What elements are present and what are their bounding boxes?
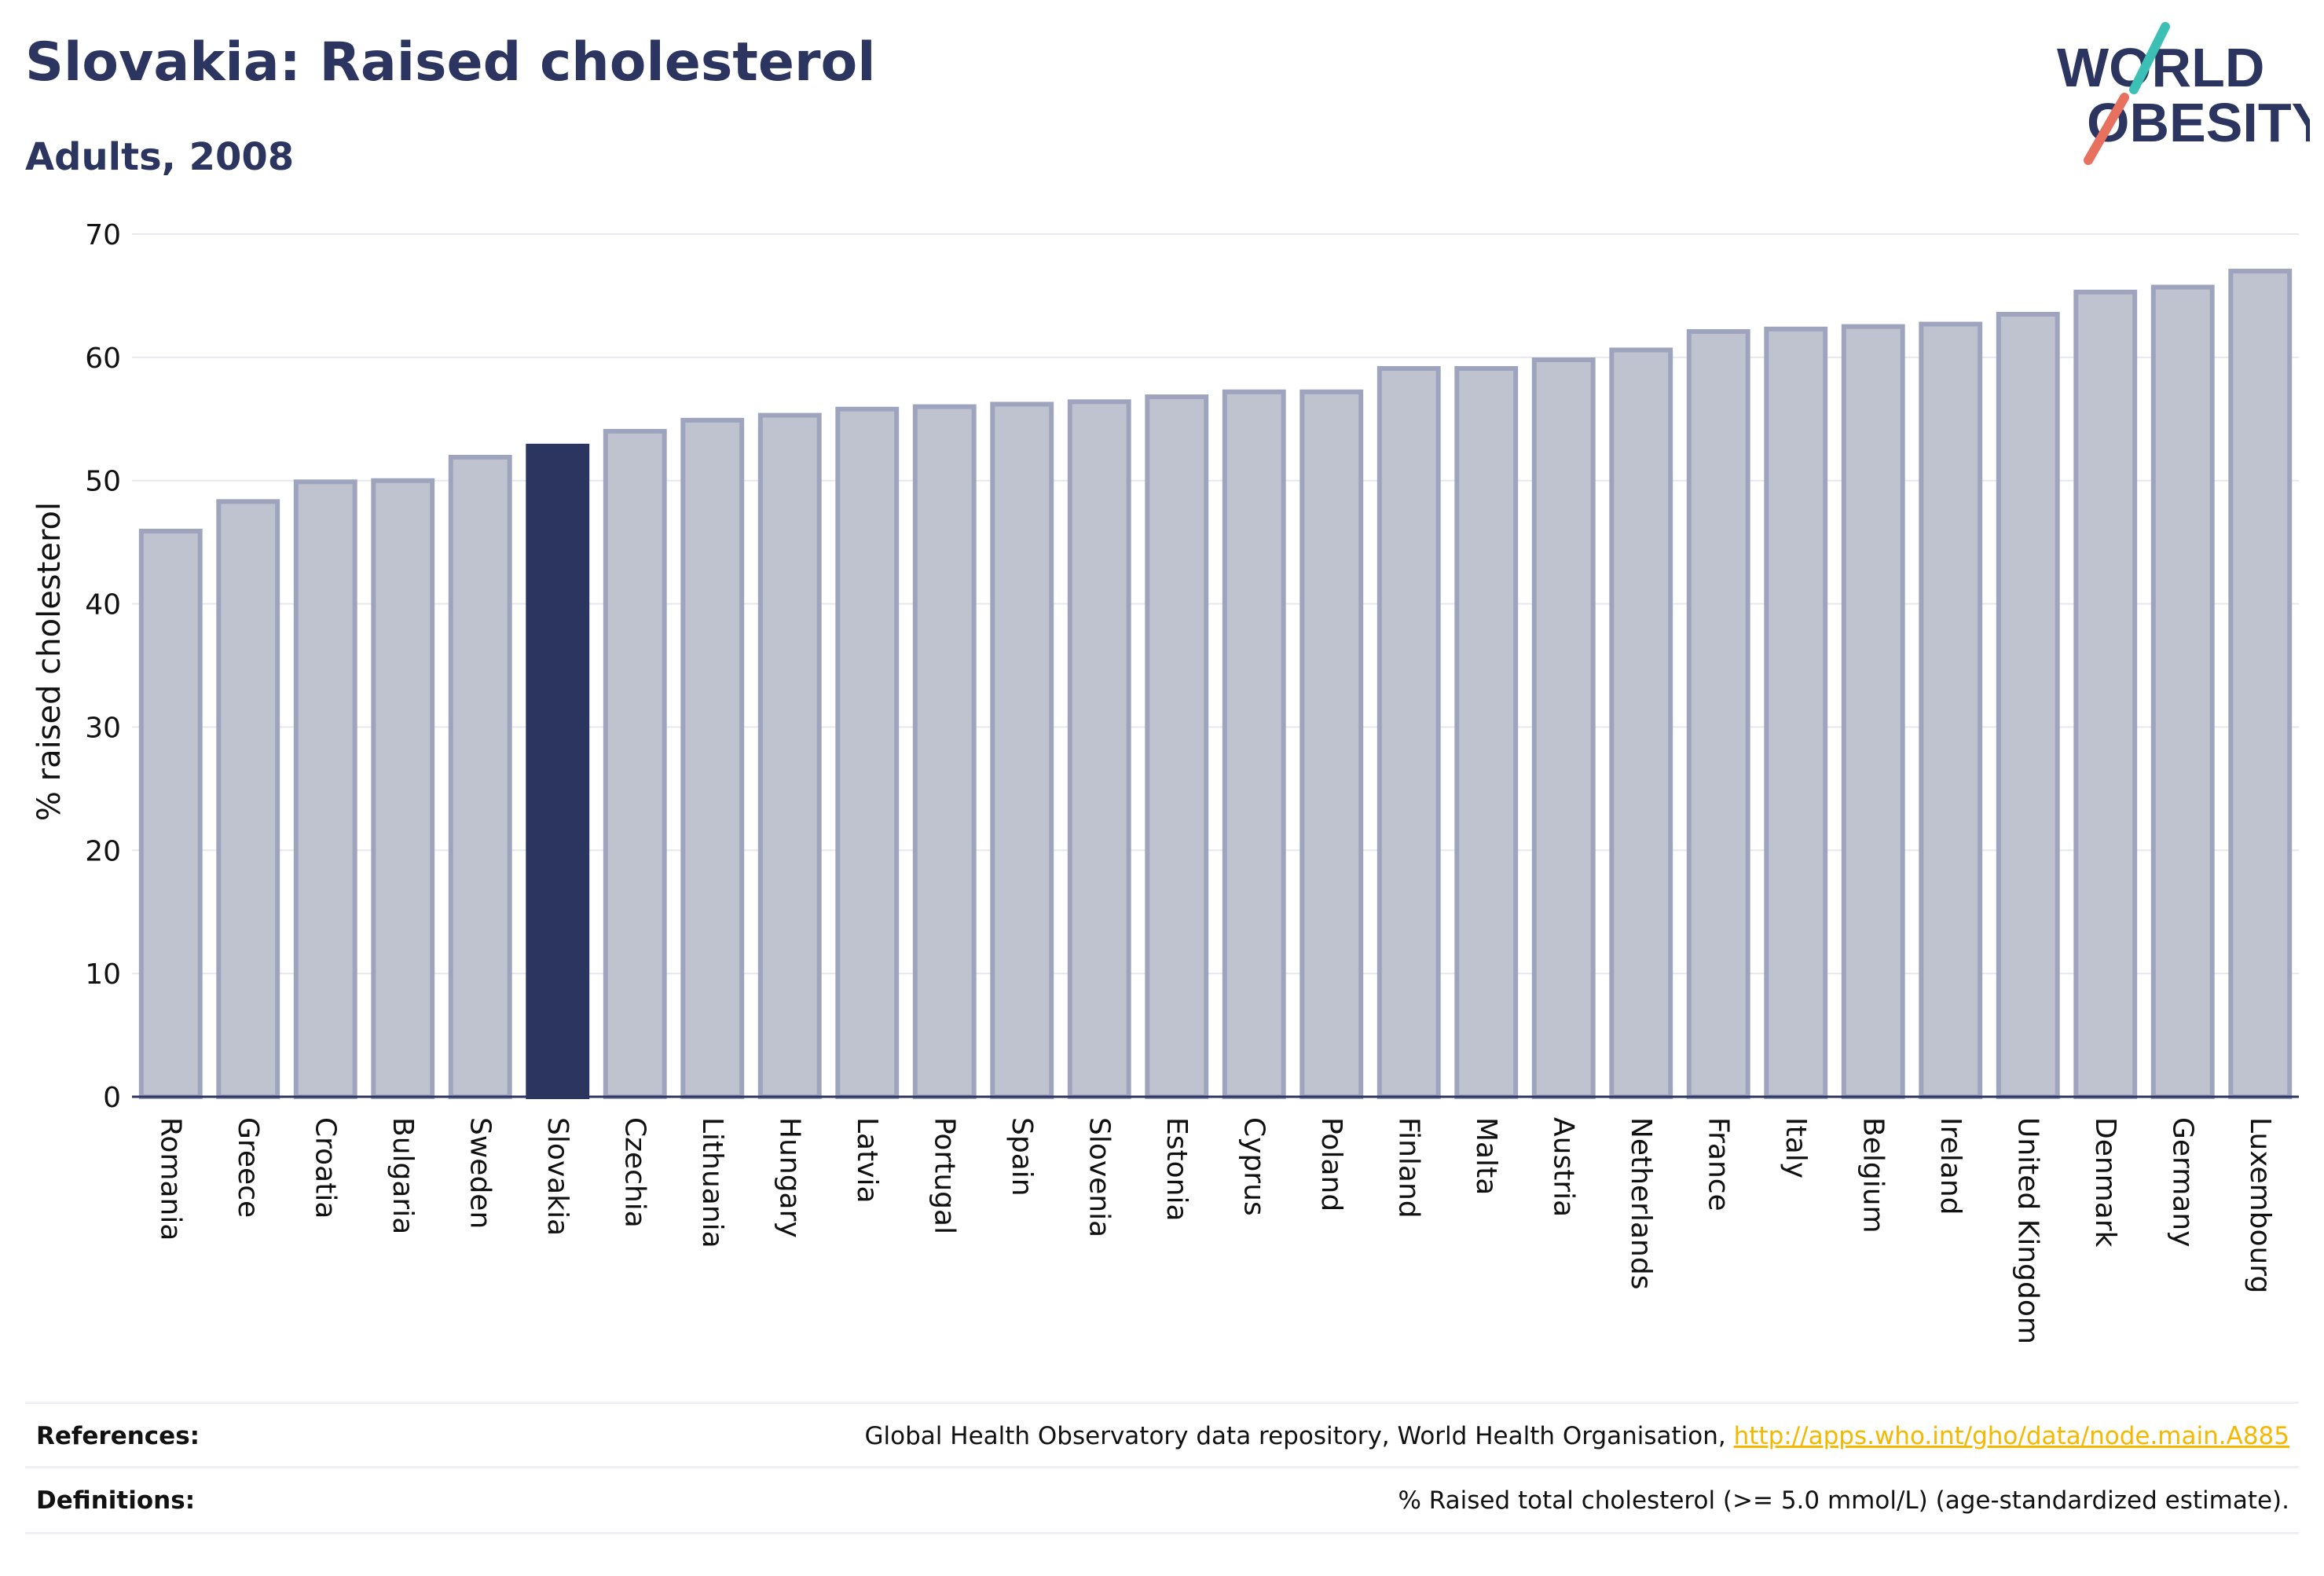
bar-croatia[interactable] xyxy=(293,479,357,1099)
x-tick-label: Poland xyxy=(1315,1117,1347,1211)
references-value: Global Health Observatory data repositor… xyxy=(865,1422,2299,1450)
bar-ireland[interactable] xyxy=(1919,321,1983,1099)
y-tick-label: 70 xyxy=(85,219,121,251)
y-tick-label: 0 xyxy=(103,1082,121,1114)
y-axis-label: % raised cholesterol xyxy=(31,502,68,821)
x-tick-label: Estonia xyxy=(1160,1117,1193,1222)
x-tick-label: Slovakia xyxy=(541,1117,574,1236)
x-tick-label: France xyxy=(1702,1117,1734,1211)
bar-latvia[interactable] xyxy=(835,406,900,1099)
x-tick-label: Portugal xyxy=(928,1117,960,1234)
x-tick-label: Greece xyxy=(232,1117,264,1218)
bar-denmark[interactable] xyxy=(2073,289,2138,1099)
bar-cyprus[interactable] xyxy=(1222,389,1286,1099)
bar-poland[interactable] xyxy=(1299,389,1364,1099)
bar-estonia[interactable] xyxy=(1145,394,1209,1099)
bar-sweden[interactable] xyxy=(448,454,512,1099)
world-obesity-logo: WORLD OBESITY xyxy=(2057,22,2310,165)
bar-finland[interactable] xyxy=(1376,365,1441,1099)
x-tick-label: Sweden xyxy=(464,1117,496,1229)
logo-slash-top xyxy=(2129,22,2170,94)
x-tick-label: Malta xyxy=(1470,1117,1502,1195)
bar-italy[interactable] xyxy=(1764,326,1828,1099)
x-tick-label: Germany xyxy=(2166,1117,2198,1247)
bar-luxembourg[interactable] xyxy=(2228,269,2293,1099)
references-text: Global Health Observatory data repositor… xyxy=(864,1422,1726,1450)
footer-divider xyxy=(25,1532,2299,1534)
x-tick-label: Finland xyxy=(1392,1117,1424,1219)
x-tick-label: Netherlands xyxy=(1625,1117,1657,1289)
x-tick-label: Hungary xyxy=(773,1117,805,1238)
bar-spain[interactable] xyxy=(990,401,1054,1099)
y-tick-label: 40 xyxy=(85,589,121,621)
bar-czechia[interactable] xyxy=(603,428,667,1099)
definitions-row: Definitions: % Raised total cholesterol … xyxy=(25,1466,2299,1533)
x-tick-label: Romania xyxy=(154,1117,186,1241)
bar-hungary[interactable] xyxy=(757,412,822,1099)
y-tick-label: 20 xyxy=(85,835,121,867)
x-tick-label: Ireland xyxy=(1934,1117,1967,1215)
bar-romania[interactable] xyxy=(138,529,203,1099)
bar-belgium[interactable] xyxy=(1841,324,1905,1099)
x-tick-label: Italy xyxy=(1780,1117,1812,1178)
x-tick-label: Luxembourg xyxy=(2244,1117,2276,1293)
bar-slovakia[interactable] xyxy=(526,443,590,1099)
x-tick-label: Croatia xyxy=(309,1117,341,1219)
references-row: References: Global Health Observatory da… xyxy=(25,1402,2299,1468)
bar-lithuania[interactable] xyxy=(680,417,745,1099)
references-label: References: xyxy=(36,1422,200,1450)
bar-greece[interactable] xyxy=(216,499,280,1099)
page-subtitle: Adults, 2008 xyxy=(25,135,295,179)
y-tick-label: 60 xyxy=(85,343,121,375)
x-tick-label: United Kingdom xyxy=(2011,1117,2044,1344)
bar-malta[interactable] xyxy=(1454,365,1519,1099)
y-tick-label: 30 xyxy=(85,712,121,744)
x-tick-label: Denmark xyxy=(2089,1117,2121,1248)
bar-austria[interactable] xyxy=(1531,357,1596,1100)
x-tick-label: Austria xyxy=(1547,1117,1579,1217)
x-tick-label: Latvia xyxy=(851,1117,883,1204)
logo-slash-bottom xyxy=(2084,93,2129,165)
x-tick-label: Slovenia xyxy=(1083,1117,1115,1237)
bar-france[interactable] xyxy=(1686,328,1750,1100)
y-tick-label: 50 xyxy=(85,466,121,498)
y-tick-label: 10 xyxy=(85,958,121,991)
bar-united-kingdom[interactable] xyxy=(1996,311,2060,1099)
page-title: Slovakia: Raised cholesterol xyxy=(25,31,876,93)
x-tick-label: Cyprus xyxy=(1237,1117,1270,1216)
x-tick-label: Belgium xyxy=(1857,1117,1889,1233)
bar-slovenia[interactable] xyxy=(1067,399,1131,1099)
bar-netherlands[interactable] xyxy=(1609,347,1673,1099)
definitions-value: % Raised total cholesterol (>= 5.0 mmol/… xyxy=(1398,1486,2289,1515)
references-link[interactable]: http://apps.who.int/gho/data/node.main.A… xyxy=(1733,1422,2289,1450)
x-tick-label: Czechia xyxy=(618,1117,651,1228)
logo-line-1: WORLD xyxy=(2057,37,2264,98)
bar-germany[interactable] xyxy=(2150,284,2215,1099)
x-tick-label: Lithuania xyxy=(696,1117,728,1248)
bar-portugal[interactable] xyxy=(912,404,977,1099)
axes: 0 10 20 30 40 50 60 70 Romania Greece Croatia Bulga… xyxy=(85,219,2299,1344)
bar-chart: 0 10 20 30 40 50 60 70 Romania Greece Croatia Bulga… xyxy=(31,219,2299,1344)
x-tick-label: Bulgaria xyxy=(387,1117,419,1234)
bar-bulgaria[interactable] xyxy=(371,478,435,1099)
definitions-label: Definitions: xyxy=(36,1486,196,1515)
x-tick-label: Spain xyxy=(1006,1117,1038,1197)
